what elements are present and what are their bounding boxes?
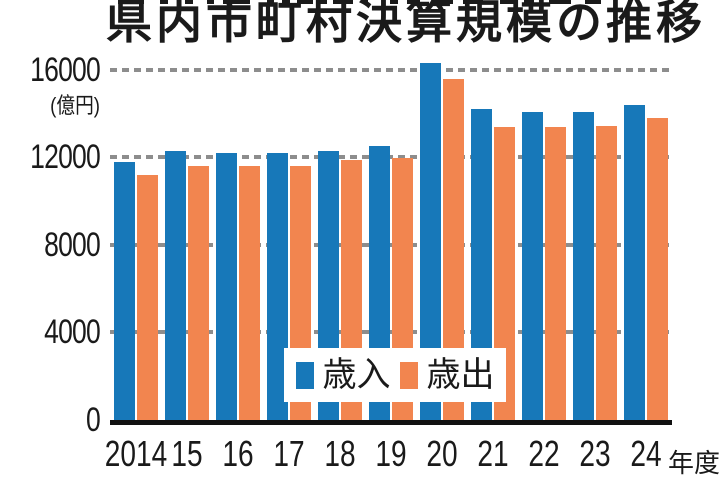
crop-artifact (333, 0, 353, 4)
legend-label-revenue: 歳入 (322, 356, 391, 394)
x-axis: 2014 15 16 17 18 19 20 21 22 23 24 (0, 434, 727, 480)
crop-artifact (524, 0, 534, 4)
gridline-12000 (110, 155, 672, 160)
x-label-22: 22 (528, 433, 560, 474)
bar-group-2024 (621, 50, 672, 420)
bar-歳入-2022 (522, 111, 544, 420)
crop-artifact (207, 0, 214, 4)
bar-歳出-2021 (494, 126, 516, 420)
legend: 歳入 歳出 (284, 348, 506, 402)
x-label-15: 15 (171, 433, 203, 474)
crop-artifact (160, 0, 168, 4)
bar-歳入-2016 (215, 153, 237, 420)
y-tick-12000: 12000 (30, 138, 101, 177)
crop-artifact (118, 0, 144, 4)
crop-artifact (318, 0, 327, 4)
crop-artifact (267, 0, 274, 4)
crop-artifact (549, 0, 571, 4)
x-axis-baseline (110, 419, 672, 425)
bar-歳入-2015 (164, 150, 186, 420)
y-axis-unit-label: (億円) (50, 93, 100, 118)
bar-歳出-2020 (443, 78, 465, 420)
y-tick-0: 0 (86, 400, 101, 439)
legend-swatch-revenue (295, 361, 314, 389)
x-axis-unit-label: 年度 (668, 448, 721, 478)
x-label-19: 19 (375, 433, 407, 474)
bar-歳入-2023 (573, 111, 595, 420)
bar-group-2016 (212, 50, 263, 420)
bar-group-2022 (519, 50, 570, 420)
bar-歳出-2023 (596, 125, 618, 420)
bar-歳出-2016 (238, 166, 260, 420)
crop-artifact (390, 0, 398, 4)
x-label-21: 21 (477, 433, 509, 474)
crop-artifact (297, 0, 313, 4)
crop-artifact (282, 0, 290, 4)
bar-歳出-2024 (647, 118, 669, 420)
gridline-8000 (110, 242, 672, 247)
bar-歳出-2014 (136, 174, 158, 420)
crop-artifact (223, 0, 250, 4)
y-tick-16000: 16000 (30, 50, 101, 89)
bar-group-2020 (417, 50, 468, 420)
y-tick-8000: 8000 (44, 225, 101, 264)
x-label-2014: 2014 (104, 433, 167, 474)
y-axis: (億円) 16000 12000 8000 4000 0 (0, 0, 101, 485)
crop-artifact (500, 0, 514, 4)
crop-artifact (363, 0, 368, 4)
bar-group-2015 (161, 50, 212, 420)
gridline-4000 (110, 330, 672, 335)
x-label-23: 23 (579, 433, 611, 474)
legend-label-expenditure: 歳出 (426, 356, 495, 394)
bar-歳出-2022 (545, 126, 567, 420)
crop-artifact (407, 0, 420, 4)
bar-歳入-2020 (420, 63, 442, 420)
x-label-16: 16 (222, 433, 254, 474)
crop-artifact (585, 0, 601, 4)
crop-artifact (463, 0, 483, 4)
bar-歳入-2024 (624, 104, 646, 420)
chart-title: 県内市町村決算規模の推移 (106, 0, 706, 48)
x-label-18: 18 (324, 433, 356, 474)
crop-artifact (433, 0, 453, 4)
bar-group-2023 (570, 50, 621, 420)
bar-group-2021 (468, 50, 519, 420)
x-label-17: 17 (273, 433, 305, 474)
crop-artifact (185, 0, 193, 4)
plot-area (110, 50, 672, 425)
bar-歳入-2014 (113, 161, 135, 420)
x-label-24: 24 (630, 433, 663, 474)
bar-歳入-2021 (471, 109, 493, 420)
gridline-16000 (110, 68, 672, 72)
x-label-20: 20 (426, 433, 458, 474)
bars-row (110, 50, 672, 420)
y-tick-4000: 4000 (44, 313, 101, 352)
bar-歳入-2017 (266, 153, 288, 420)
bar-歳出-2015 (187, 166, 209, 420)
bar-group-2014 (110, 50, 161, 420)
legend-swatch-expenditure (399, 361, 418, 389)
